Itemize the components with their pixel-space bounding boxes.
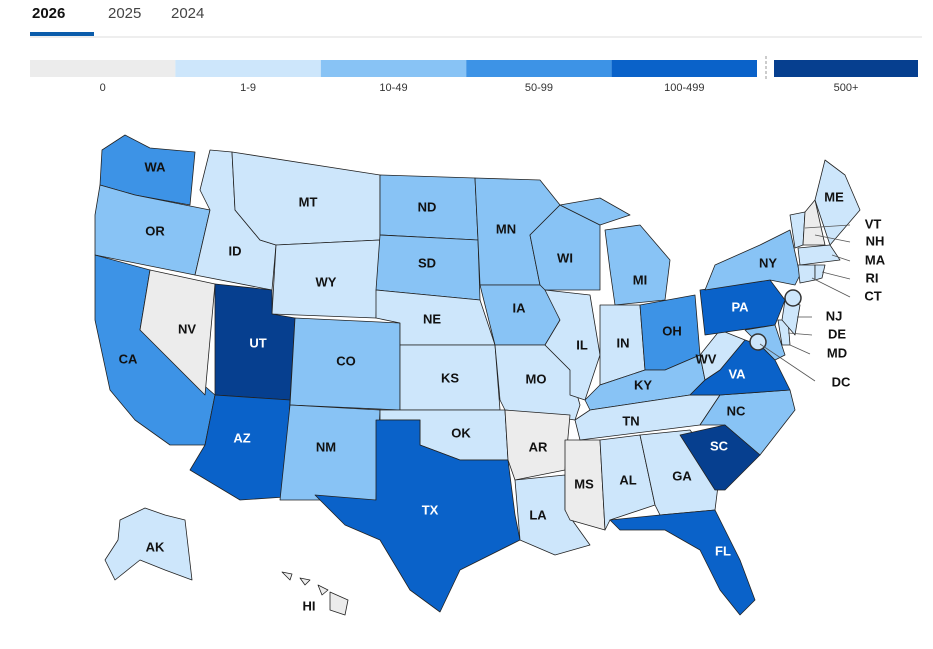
- state-marker[interactable]: [749, 333, 767, 351]
- state-label: OK: [451, 425, 471, 440]
- state-label: WI: [557, 250, 573, 265]
- legend-swatch: [466, 60, 612, 77]
- state-shape[interactable]: [99, 134, 196, 206]
- state-shape[interactable]: [704, 229, 801, 291]
- state-label: MO: [526, 371, 547, 386]
- state-shape[interactable]: [814, 264, 826, 281]
- state-shape[interactable]: [599, 434, 656, 531]
- state-shape[interactable]: [104, 507, 193, 581]
- state-label: DE: [828, 326, 846, 341]
- state-shape[interactable]: [797, 244, 841, 266]
- state-label: FL: [715, 543, 731, 558]
- state-label: NE: [423, 311, 441, 326]
- legend-label: 1-9: [240, 82, 256, 94]
- state-label: VT: [865, 216, 882, 231]
- state-label: IL: [576, 337, 588, 352]
- state-label: MT: [299, 194, 318, 209]
- state-label: SC: [710, 438, 729, 453]
- state-label: CA: [119, 351, 138, 366]
- leader-line: [831, 254, 851, 262]
- state-label: TX: [422, 502, 439, 517]
- state-label: MA: [865, 252, 886, 267]
- state-label: NC: [727, 403, 746, 418]
- state-shape[interactable]: [609, 509, 756, 616]
- legend-swatch: [175, 60, 321, 77]
- state-label: LA: [529, 507, 547, 522]
- state-shape[interactable]: [797, 264, 816, 284]
- state-label: KS: [441, 370, 459, 385]
- legend-label: 500+: [834, 82, 859, 94]
- state-label: DC: [832, 374, 851, 389]
- state-marker[interactable]: [784, 289, 802, 307]
- legend-label: 10-49: [379, 82, 407, 94]
- state-label: AL: [619, 472, 636, 487]
- state-label: WY: [316, 274, 337, 289]
- state-label: MS: [574, 476, 594, 491]
- leader-line: [811, 277, 851, 298]
- state-label: ME: [824, 189, 844, 204]
- year-tab[interactable]: 2026: [32, 5, 65, 22]
- state-label: AK: [146, 539, 165, 554]
- state-label: UT: [249, 335, 266, 350]
- state-label: WA: [145, 159, 167, 174]
- leader-line: [787, 332, 813, 336]
- legend-swatch: [611, 60, 757, 77]
- state-label: SD: [418, 255, 436, 270]
- state-label: MD: [827, 345, 847, 360]
- state-label: OH: [662, 323, 682, 338]
- leader-line: [759, 343, 816, 382]
- leader-line: [814, 234, 851, 243]
- state-label: ND: [418, 199, 437, 214]
- state-label: MI: [633, 272, 647, 287]
- state-shape[interactable]: [679, 424, 761, 491]
- legend-label: 0: [100, 82, 106, 94]
- leader-line: [804, 224, 851, 229]
- year-tab[interactable]: 2025: [108, 5, 141, 22]
- state-label: TN: [622, 413, 639, 428]
- state-label: GA: [672, 468, 692, 483]
- legend-swatch: [774, 60, 918, 77]
- state-shape[interactable]: [314, 419, 521, 613]
- state-shape[interactable]: [504, 409, 571, 481]
- state-label: IN: [617, 335, 630, 350]
- state-label: NM: [316, 439, 336, 454]
- legend-swatch: [30, 60, 176, 77]
- state-label: AZ: [233, 430, 250, 445]
- state-shape[interactable]: [544, 289, 601, 401]
- state-label: HI: [303, 598, 316, 613]
- state-label: VA: [728, 366, 746, 381]
- state-label: WV: [696, 351, 717, 366]
- active-tab-underline: [30, 32, 94, 36]
- state-label: IA: [513, 300, 527, 315]
- state-label: AR: [529, 439, 548, 454]
- state-label: NH: [866, 233, 885, 248]
- state-label: MN: [496, 221, 516, 236]
- state-label: OR: [145, 223, 165, 238]
- state-label: RI: [866, 270, 879, 285]
- state-label: CT: [864, 288, 881, 303]
- state-shape[interactable]: [281, 571, 349, 616]
- state-shape[interactable]: [559, 197, 671, 306]
- legend-label: 50-99: [525, 82, 553, 94]
- state-label: KY: [634, 377, 652, 392]
- state-label: CO: [336, 353, 356, 368]
- state-label: ID: [229, 243, 242, 258]
- legend-swatch: [320, 60, 467, 77]
- leader-line: [789, 344, 811, 355]
- state-label: NJ: [826, 308, 843, 323]
- legend-label: 100-499: [664, 82, 704, 94]
- leader-line: [821, 271, 851, 280]
- state-shape[interactable]: [802, 199, 826, 246]
- year-tab[interactable]: 2024: [171, 5, 204, 22]
- state-shape[interactable]: [699, 329, 746, 381]
- state-shape[interactable]: [564, 439, 606, 531]
- state-label: NY: [759, 255, 777, 270]
- state-label: PA: [731, 299, 749, 314]
- state-shape[interactable]: [139, 269, 216, 396]
- state-label: NV: [178, 321, 196, 336]
